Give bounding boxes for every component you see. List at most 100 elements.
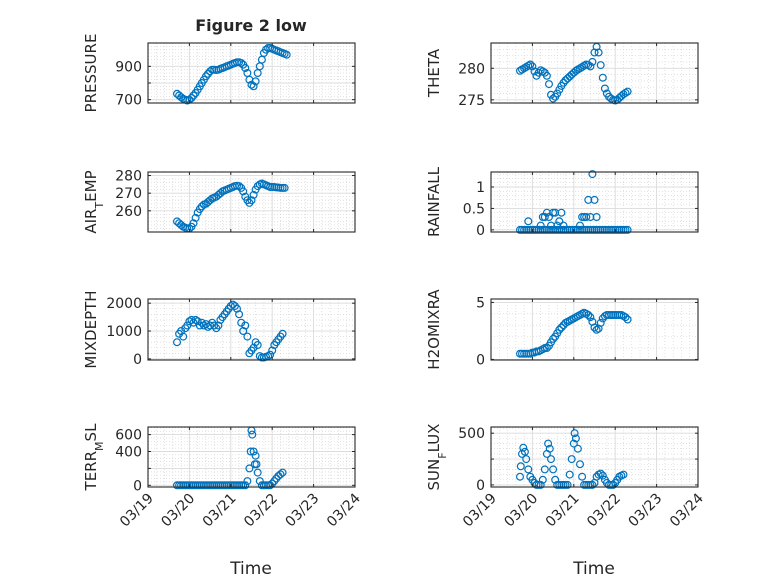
data-point — [173, 338, 182, 347]
data-point — [621, 313, 630, 322]
y-tick-label: 900 — [115, 59, 142, 75]
data-point — [177, 220, 186, 229]
figure-title: Figure 2 low — [195, 16, 307, 35]
data-point — [524, 465, 533, 474]
data-point — [249, 82, 258, 91]
x-tick-label: 03/19 — [460, 491, 500, 531]
y-tick-label: 700 — [115, 93, 142, 109]
data-point — [536, 480, 545, 489]
data-markers — [515, 42, 632, 105]
data-point — [592, 213, 601, 222]
data-point — [247, 196, 256, 205]
data-point — [197, 202, 206, 211]
data-point — [559, 78, 568, 87]
y-axis-label: TERRMSL — [82, 423, 106, 492]
data-point — [249, 447, 258, 456]
data-point — [235, 182, 244, 191]
data-point — [522, 455, 531, 464]
y-tick-label: 0 — [476, 223, 485, 239]
data-point — [252, 460, 261, 469]
y-axis-label: MIXDEPTH — [82, 290, 100, 368]
y-tick-label: 260 — [115, 204, 142, 220]
data-point — [544, 213, 553, 222]
subplot-mixdepth: 0 1000 2000 MIXDEPTH — [82, 290, 356, 369]
data-point — [515, 472, 524, 481]
data-point — [553, 89, 562, 98]
data-point — [179, 332, 188, 341]
data-point — [243, 332, 252, 341]
axes-box — [490, 426, 699, 488]
data-point — [246, 447, 255, 456]
data-point — [546, 455, 555, 464]
data-point — [594, 48, 603, 57]
y-axis-label: SUNFLUX — [425, 424, 449, 491]
data-point — [590, 195, 599, 204]
axes-box — [147, 298, 356, 361]
data-point — [216, 189, 225, 198]
data-point — [526, 60, 535, 69]
x-tick-label: 03/22 — [584, 491, 624, 531]
data-point — [193, 317, 202, 326]
data-point — [280, 183, 289, 192]
axes-box — [490, 171, 699, 233]
data-point — [549, 465, 558, 474]
y-tick-label: 0 — [476, 478, 485, 494]
data-point — [598, 73, 607, 82]
data-point — [623, 225, 632, 234]
data-point — [557, 323, 566, 332]
data-point — [255, 477, 264, 486]
x-axis-label-right: Time — [572, 559, 615, 579]
data-point — [241, 321, 250, 330]
data-point — [251, 451, 260, 460]
axes-box — [490, 42, 699, 104]
data-point — [206, 196, 215, 205]
grid — [490, 172, 699, 232]
data-point — [245, 464, 254, 473]
data-point — [228, 300, 237, 309]
plot-area — [148, 172, 355, 232]
data-markers — [173, 426, 287, 490]
data-point — [249, 190, 258, 199]
y-tick-label: 1000 — [106, 324, 142, 340]
x-tick-label: 03/24 — [667, 490, 707, 530]
y-tick-label: 0.5 — [463, 201, 485, 217]
data-point — [204, 69, 213, 78]
data-point — [586, 313, 595, 322]
data-point — [516, 462, 525, 471]
data-point — [609, 480, 618, 489]
data-point — [540, 213, 549, 222]
x-tick-label: 03/23 — [283, 491, 323, 531]
data-point — [235, 310, 244, 319]
data-point — [619, 90, 628, 99]
data-point — [555, 85, 564, 94]
plot-area — [491, 172, 698, 232]
data-point — [588, 57, 597, 66]
data-point — [586, 213, 595, 222]
data-point — [586, 62, 595, 71]
data-point — [623, 315, 632, 324]
data-point — [241, 63, 250, 72]
y-tick-label: 270 — [115, 186, 142, 202]
data-point — [540, 465, 549, 474]
data-point — [542, 71, 551, 80]
data-point — [538, 475, 547, 484]
data-point — [559, 221, 568, 230]
data-point — [276, 470, 285, 479]
data-point — [253, 341, 262, 350]
y-tick-label: 280 — [115, 169, 142, 185]
data-point — [571, 66, 580, 75]
data-point — [598, 471, 607, 480]
data-markers — [173, 179, 289, 233]
y-tick-label: 0 — [133, 352, 142, 368]
data-point — [189, 91, 198, 100]
axes-box — [147, 42, 356, 104]
data-point — [596, 318, 605, 327]
data-point — [565, 470, 574, 479]
data-point — [588, 480, 597, 489]
data-point — [515, 66, 524, 75]
subplot-pressure: 700 900 PRESSURE — [82, 34, 356, 112]
